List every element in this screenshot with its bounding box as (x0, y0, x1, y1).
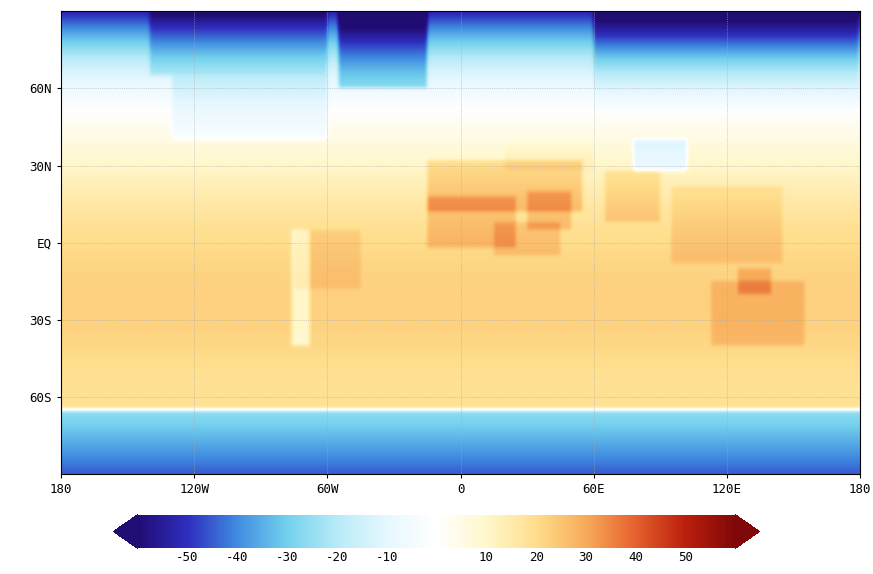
PathPatch shape (113, 515, 137, 548)
PathPatch shape (736, 515, 760, 548)
